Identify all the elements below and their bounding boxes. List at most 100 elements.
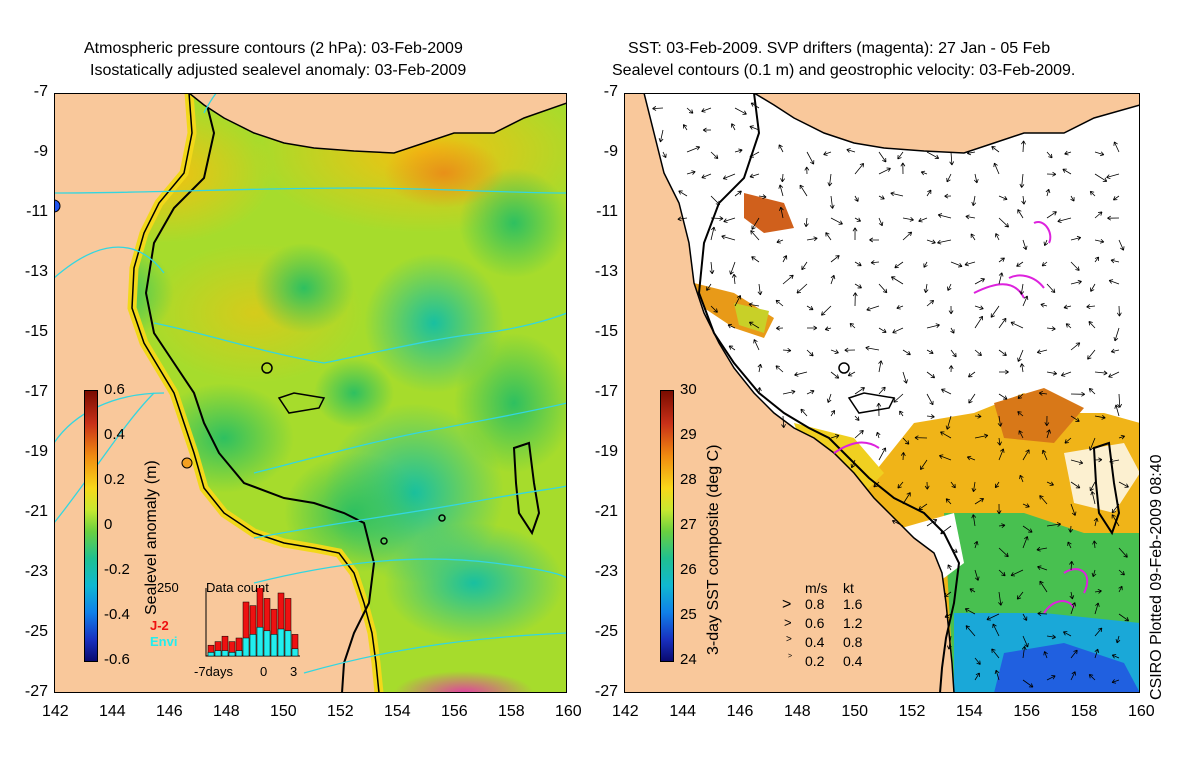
inset-bar-b: [214, 650, 222, 657]
velocity-arrow: [1086, 304, 1096, 309]
x-tick-left: 146: [156, 703, 183, 720]
velocity-arrow: [873, 481, 880, 488]
velocity-arrow: [1044, 415, 1050, 427]
velocity-arrow: [974, 569, 980, 581]
velocity-arrow: [1113, 141, 1120, 153]
velocity-arrow: [1094, 151, 1105, 157]
inset-bar-b: [221, 650, 229, 657]
velocity-arrow: [804, 166, 810, 175]
velocity-arrow: [971, 481, 977, 493]
y-tick-right: -19: [594, 443, 618, 460]
coastline: [131, 93, 380, 693]
sst-colorbar-tick: 27: [680, 516, 697, 533]
velocity-arrow: [830, 434, 840, 439]
velocity-arrow: [966, 150, 976, 156]
velocity-arrow: [986, 613, 1000, 621]
velocity-arrow: [1040, 302, 1048, 308]
velocity-arrow: [1036, 349, 1048, 355]
velocity-arrow: [870, 260, 880, 265]
velocity-arrow: [1094, 173, 1108, 182]
velocity-arrow: [1041, 261, 1048, 267]
velocity-arrow: [678, 190, 688, 197]
velocity-arrow: [939, 454, 952, 461]
right-title-line2: Sealevel contours (0.1 m) and geostrophi…: [612, 62, 1076, 79]
velocity-arrow: [950, 349, 957, 358]
velocity-arrow: [1043, 651, 1048, 659]
new-guinea-landmass-right: [644, 93, 1140, 154]
velocity-arrow: [948, 365, 954, 373]
velocity-arrow: [998, 257, 1005, 263]
velocity-arrow: [974, 498, 985, 505]
x-tick-left: 160: [555, 703, 582, 720]
velocity-arrow: [686, 170, 696, 175]
velocity-arrow: [794, 371, 808, 377]
velocity-arrow: [1094, 238, 1105, 244]
velocity-arrow: [1022, 679, 1034, 688]
velocity-arrow: [1017, 411, 1024, 417]
velocity-arrow: [1070, 415, 1080, 422]
velocity-arrow: [806, 349, 814, 357]
velocity-arrow: [878, 283, 888, 294]
legend-kt-value: 1.6: [843, 596, 863, 612]
velocity-arrow: [998, 369, 1009, 375]
velocity-arrow: [749, 151, 760, 158]
velocity-arrow: [1111, 679, 1120, 684]
velocity-arrow: [782, 274, 794, 285]
velocity-arrow: [1088, 388, 1096, 395]
velocity-arrow: [686, 107, 694, 114]
velocity-arrow: [727, 323, 736, 329]
velocity-arrow: [998, 272, 1004, 285]
velocity-arrow: [900, 452, 906, 461]
inset-bar-b: [277, 628, 285, 657]
velocity-arrow: [1070, 503, 1077, 516]
velocity-arrow: [710, 151, 719, 159]
velocity-arrow: [991, 146, 1000, 153]
velocity-arrow: [974, 657, 981, 665]
velocity-arrow: [1043, 239, 1049, 246]
velocity-arrow: [1060, 371, 1072, 377]
legend-kt-value: 0.4: [843, 653, 863, 669]
x-tick-left: 154: [384, 703, 411, 720]
sst-colorbar-label: 3-day SST composite (deg C): [705, 444, 722, 655]
velocity-arrow: [926, 349, 934, 355]
velocity-arrow: [1118, 239, 1125, 251]
velocity-arrow: [748, 321, 760, 329]
sealevel-colorbar-tick: 0.2: [104, 471, 125, 488]
velocity-arrow: [878, 167, 891, 175]
velocity-arrow: [1037, 565, 1048, 571]
velocity-arrow: [1110, 258, 1120, 264]
velocity-arrow: [830, 409, 836, 417]
velocity-arrow: [1068, 525, 1074, 533]
velocity-arrow: [926, 239, 936, 245]
x-tick-right: 154: [956, 703, 983, 720]
velocity-arrow: [992, 623, 1000, 637]
inset-bar-b: [284, 630, 292, 657]
sealevel-colorbar-tick: -0.4: [104, 606, 130, 623]
velocity-arrow: [1065, 323, 1072, 329]
velocity-arrow: [1110, 348, 1120, 354]
velocity-arrow: [1062, 168, 1072, 175]
velocity-arrow: [998, 523, 1006, 529]
velocity-arrow: [923, 283, 929, 293]
velocity-arrow: [1114, 404, 1120, 417]
velocity-arrow: [806, 325, 818, 331]
velocity-arrow: [949, 151, 955, 166]
velocity-arrow: [1022, 239, 1028, 251]
velocity-arrow: [823, 151, 832, 156]
velocity-arrow: [1109, 458, 1120, 464]
velocity-arrow: [1017, 393, 1024, 399]
legend-ms-value: 0.6: [805, 615, 825, 631]
velocity-arrow: [926, 414, 935, 419]
y-tick-left: -21: [24, 503, 48, 520]
reef-outline: [277, 392, 326, 414]
velocity-arrow: [701, 107, 712, 113]
velocity-arrow: [677, 216, 688, 222]
velocity-arrow: [918, 503, 928, 511]
velocity-arrow: [1063, 304, 1072, 310]
velocity-arrow: [878, 327, 887, 333]
velocity-arrow: [1017, 209, 1024, 219]
australia-landmass-right: [624, 93, 954, 693]
velocity-arrow: [890, 191, 904, 197]
velocity-arrow: [1088, 437, 1096, 451]
velocity-arrow: [734, 107, 747, 115]
